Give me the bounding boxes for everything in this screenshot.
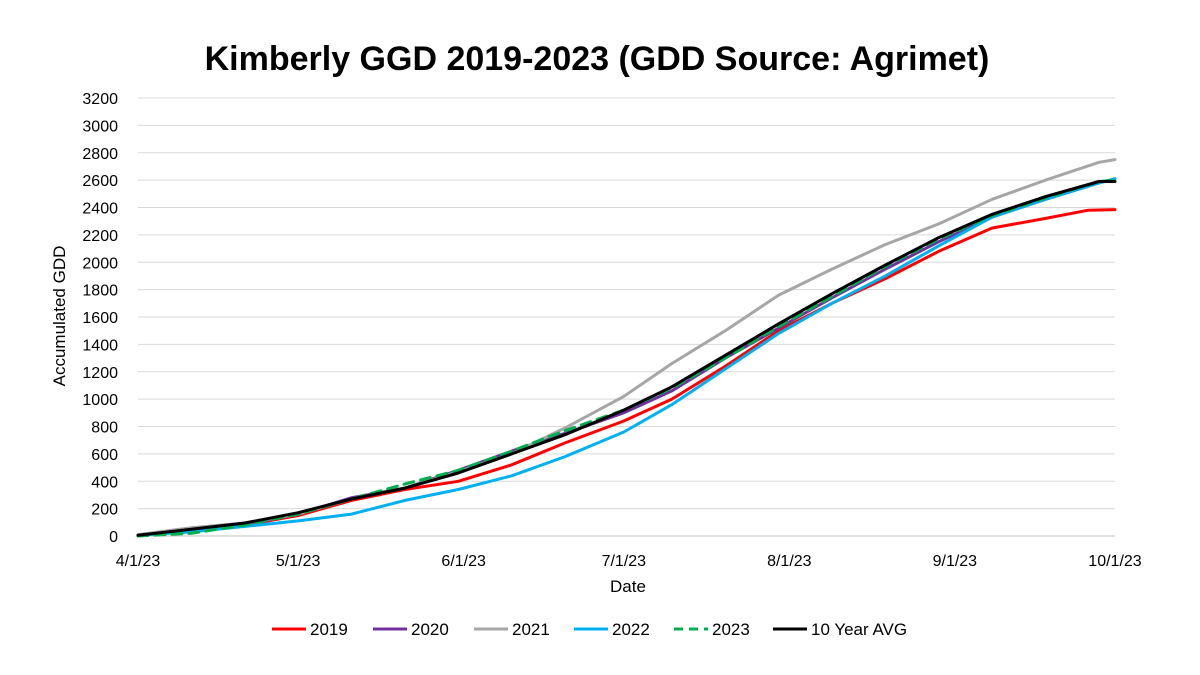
series-line-2023 [136, 178, 1117, 538]
y-tick-label: 2000 [82, 255, 118, 272]
legend-label: 2021 [512, 620, 550, 639]
y-tick-label: 1800 [82, 283, 118, 300]
legend-label: 10 Year AVG [811, 620, 907, 639]
y-axis-ticks: 0 200 400 600 800 1000 1200 1400 1600 1800 2000 220… [82, 91, 118, 546]
y-tick-label: 600 [91, 447, 118, 464]
series-lines [136, 158, 1117, 538]
y-tick-label: 2200 [82, 228, 118, 245]
y-tick-label: 2600 [82, 173, 118, 190]
y-tick-label: 1600 [82, 310, 118, 327]
legend-label: 2020 [411, 620, 449, 639]
series-line-2020 [136, 177, 1117, 537]
x-tick-label: 8/1/23 [767, 553, 812, 570]
y-tick-label: 200 [91, 502, 118, 519]
gridlines [138, 97, 1115, 537]
y-tick-label: 800 [91, 420, 118, 437]
x-tick-label: 10/1/23 [1088, 553, 1141, 570]
x-axis-label: Date [610, 577, 646, 596]
x-tick-label: 5/1/23 [276, 553, 321, 570]
y-tick-label: 1400 [82, 337, 118, 354]
y-tick-label: 2800 [82, 146, 118, 163]
y-tick-label: 1200 [82, 365, 118, 382]
legend-label: 2019 [310, 620, 348, 639]
series-line-2021 [136, 158, 1117, 537]
legend-label: 2022 [612, 620, 650, 639]
y-tick-label: 3200 [82, 91, 118, 108]
legend-label: 2023 [712, 620, 750, 639]
series-line-2022 [136, 177, 1117, 537]
legend: 2019 2020 2021 2022 2023 10 Year AVG [272, 620, 907, 639]
y-tick-label: 400 [91, 474, 118, 491]
x-axis-ticks: 4/1/23 5/1/23 6/1/23 7/1/23 8/1/23 9/1/23 10/1… [116, 553, 1142, 570]
y-tick-label: 3000 [82, 118, 118, 135]
y-tick-label: 2400 [82, 201, 118, 218]
x-tick-label: 7/1/23 [602, 553, 647, 570]
y-tick-label: 0 [109, 529, 118, 546]
series-line-2019 [136, 208, 1117, 537]
y-tick-label: 1000 [82, 392, 118, 409]
x-tick-label: 9/1/23 [933, 553, 978, 570]
y-axis-label: Accumulated GDD [50, 246, 69, 387]
x-tick-label: 6/1/23 [441, 553, 486, 570]
x-tick-label: 4/1/23 [116, 553, 161, 570]
series-line-10-year-avg [136, 180, 1117, 537]
chart-title: Kimberly GGD 2019-2023 (GDD Source: Agri… [205, 40, 990, 78]
